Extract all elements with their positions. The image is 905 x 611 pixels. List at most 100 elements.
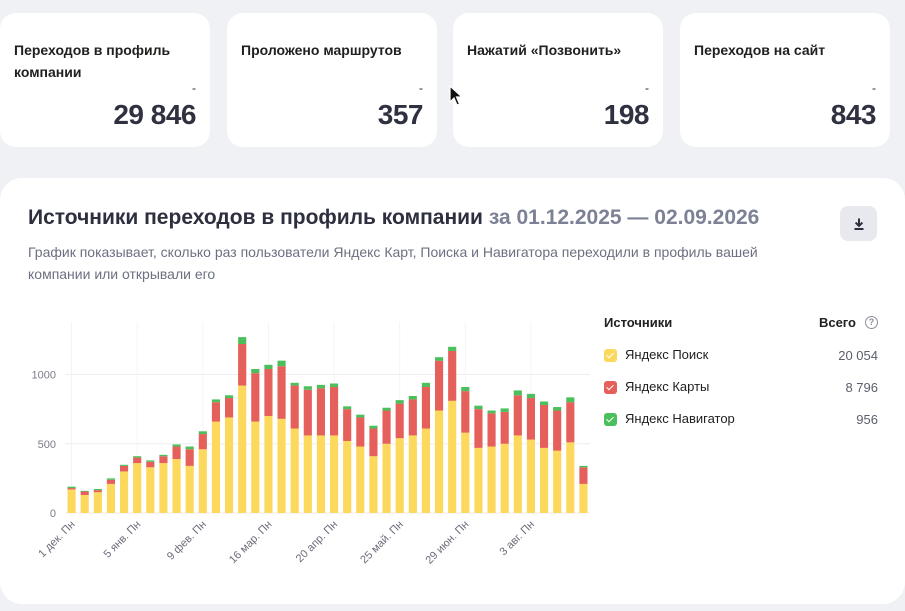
x-tick-label: 3 авг. Пн (498, 519, 538, 559)
bar-segment (500, 443, 509, 513)
stat-card-calls[interactable]: Нажатий «Позвонить» - 198 (453, 13, 663, 147)
help-icon[interactable]: ? (865, 316, 878, 329)
bar-segment (343, 409, 352, 441)
bar-segment (146, 467, 155, 513)
legend-label: Яндекс Карты (625, 379, 710, 394)
y-tick-label: 1000 (32, 370, 56, 382)
bar-segment (251, 421, 260, 513)
bar-segment (119, 465, 129, 472)
stat-value: 843 (830, 99, 877, 130)
bar-segment (461, 391, 470, 433)
bar-segment (579, 483, 588, 513)
stat-title: Нажатий «Позвонить» (467, 42, 622, 58)
bar-segment (198, 431, 207, 435)
bar-segment (146, 460, 155, 462)
bar-segment (133, 457, 142, 464)
bar-segment (211, 421, 221, 513)
bar-segment (93, 490, 102, 493)
bar-segment (382, 443, 391, 513)
bar-segment (133, 456, 142, 458)
bar-segment (434, 410, 444, 513)
panel-title: Источники переходов в профиль компании з… (28, 206, 759, 230)
legend-value: 20 054 (838, 348, 878, 363)
y-tick-label: 0 (50, 508, 56, 520)
download-icon (854, 218, 863, 230)
bar-segment (238, 385, 247, 513)
legend-value: 956 (856, 412, 878, 427)
bar-segment (238, 337, 247, 345)
stat-value: 357 (377, 99, 424, 130)
bar-segment (408, 435, 417, 513)
bar-segment (448, 400, 457, 513)
bar-segment (224, 417, 234, 513)
stat-title: Проложено маршрутов (241, 42, 402, 58)
checkbox-icon[interactable] (604, 413, 617, 426)
bar-segment (369, 428, 378, 457)
bar-segment (329, 386, 339, 436)
bar-segment (382, 407, 391, 411)
bar-segment (539, 404, 549, 448)
bar-segment (526, 439, 536, 513)
stat-card-site-visits[interactable]: Переходов на сайт - 843 (680, 13, 890, 147)
stat-value: 198 (603, 99, 650, 130)
bar-segment (356, 414, 365, 418)
chart-grid (65, 322, 590, 514)
bar-segment (539, 447, 549, 513)
bar-segment (329, 383, 339, 387)
bar-segment (474, 409, 483, 448)
y-tick-label: 500 (38, 439, 56, 451)
bar-segment (159, 456, 168, 464)
stat-card-profile-visits[interactable]: Переходов в профиль компании - 29 846 (0, 13, 210, 147)
bar-segment (474, 405, 483, 410)
bar-segment (159, 463, 168, 513)
bar-segment (500, 408, 509, 412)
bar-segment (238, 344, 247, 386)
stat-dash: - (419, 81, 423, 95)
checkbox-icon[interactable] (604, 349, 617, 362)
legend-item-search[interactable]: Яндекс Поиск 20 054 (604, 345, 878, 365)
bar-segment (67, 488, 76, 490)
bar-segment (395, 403, 404, 439)
bar-segment (500, 411, 509, 444)
legend-label: Яндекс Поиск (625, 347, 709, 362)
legend-item-maps[interactable]: Яндекс Карты 8 796 (604, 377, 878, 397)
bar-segment (172, 444, 181, 447)
bar-segment (579, 467, 588, 484)
legend-label: Яндекс Навигатор (625, 411, 735, 426)
panel-description: График показывает, сколько раз пользоват… (28, 244, 758, 282)
mouse-cursor-icon (449, 85, 464, 106)
checkbox-icon[interactable] (604, 381, 617, 394)
bar-segment (356, 417, 365, 447)
bar-segment (487, 410, 496, 414)
bar-segment (448, 350, 457, 401)
download-button[interactable] (840, 206, 877, 241)
bar-segment (119, 464, 129, 466)
bar-segment (277, 418, 286, 513)
bar-segment (487, 446, 496, 513)
bar-segment (198, 434, 207, 450)
chart-x-axis: 1 дек. Пн 5 янв. Пн 9 фев. Пн 16 мар. Пн 20 … (36, 519, 537, 567)
sources-panel: Источники переходов в профиль компании з… (0, 178, 905, 604)
bar-segment (329, 435, 339, 513)
chart-y-axis: 0 500 1000 (32, 370, 56, 521)
bar-segment (172, 458, 181, 513)
legend-item-navigator[interactable]: Яндекс Навигатор 956 (604, 409, 878, 429)
legend-title: Источники (604, 315, 673, 330)
stat-card-routes[interactable]: Проложено маршрутов - 357 (227, 13, 437, 147)
bar-segment (513, 435, 522, 513)
bar-segment (408, 399, 417, 436)
legend-value: 8 796 (845, 380, 878, 395)
x-tick-label: 5 янв. Пн (101, 519, 143, 561)
bar-segment (513, 395, 522, 436)
bar-segment (277, 366, 286, 419)
bar-segment (343, 440, 352, 513)
bar-segment (303, 389, 312, 436)
bar-segment (461, 432, 470, 513)
x-tick-label: 16 мар. Пн (227, 519, 275, 567)
bar-segment (461, 386, 470, 392)
bar-segment (382, 410, 391, 444)
bar-segment (93, 492, 102, 513)
bar-segment (448, 346, 457, 351)
bar-segment (185, 446, 194, 450)
